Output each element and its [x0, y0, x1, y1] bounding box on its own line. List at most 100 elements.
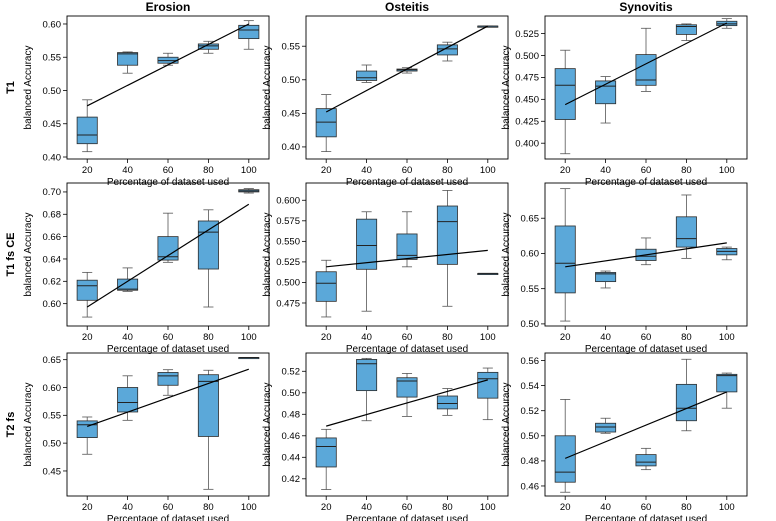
box-body: [76, 116, 98, 145]
y-tick-label: 0.40: [282, 142, 301, 153]
axes-frame: [305, 15, 509, 160]
y-axis-label: balanced Accuracy: [501, 46, 512, 130]
x-tick-label: 80: [681, 502, 692, 513]
y-tick-label: 0.52: [521, 406, 540, 417]
y-axis-label: balanced Accuracy: [262, 383, 273, 467]
box-40: [356, 211, 378, 312]
trend-line: [325, 25, 489, 113]
x-tick-label: 20: [321, 502, 332, 513]
x-tick-label: 80: [203, 502, 214, 513]
box-40: [117, 267, 139, 292]
box-20: [315, 259, 337, 318]
y-tick-label: 0.55: [282, 42, 301, 53]
y-tick-label: 0.60: [43, 383, 62, 394]
box-body: [117, 278, 139, 291]
x-tick-label: 100: [241, 332, 257, 343]
box-100: [238, 20, 260, 50]
x-axis-label: Percentage of dataset used: [585, 344, 707, 355]
y-tick-label: 0.42: [282, 474, 301, 485]
box-20: [76, 99, 98, 153]
x-tick-label: 80: [442, 502, 453, 513]
box-60: [635, 27, 657, 92]
box-80: [675, 23, 697, 41]
x-tick-label: 20: [82, 165, 93, 176]
box-body: [554, 225, 576, 294]
y-tick-label: 0.55: [521, 284, 540, 295]
trend-line: [86, 368, 250, 428]
x-tick-label: 80: [203, 165, 214, 176]
box-body: [315, 271, 337, 302]
x-tick-label: 80: [442, 332, 453, 343]
row-label: T1 fs CE: [5, 232, 17, 276]
panel-t1-fs-ce-synovitis: 0.50 0.55 0.60 0.65 20 40 60 80 100 Percentage of…: [501, 182, 748, 355]
y-tick-label: 0.46: [282, 431, 301, 442]
panel-t2-fs-synovitis: 0.46 0.48 0.50 0.52 0.54 0.56 20 40 60 80 100 Perce…: [501, 352, 748, 521]
y-tick-label: 0.50: [43, 86, 62, 97]
x-axis-label: Percentage of dataset used: [346, 177, 468, 188]
box-100: [477, 367, 499, 421]
y-tick-label: 0.525: [515, 29, 539, 40]
box-40: [595, 270, 617, 289]
y-tick-label: 0.60: [43, 19, 62, 30]
box-body: [315, 108, 337, 138]
y-tick-label: 0.52: [282, 367, 301, 378]
x-axis-label: Percentage of dataset used: [585, 514, 707, 521]
column-title: Erosion: [146, 0, 191, 14]
box-body: [675, 216, 697, 248]
x-tick-label: 100: [719, 502, 735, 513]
x-tick-label: 20: [82, 332, 93, 343]
box-80: [436, 189, 458, 307]
box-body: [635, 54, 657, 86]
x-tick-label: 60: [163, 332, 174, 343]
y-tick-label: 0.66: [43, 232, 62, 243]
y-tick-label: 0.64: [43, 254, 62, 265]
column-title: Osteitis: [385, 0, 429, 14]
box-body: [436, 395, 458, 410]
y-tick-label: 0.475: [515, 73, 539, 84]
box-80: [197, 369, 219, 490]
y-tick-label: 0.45: [43, 466, 62, 477]
y-tick-label: 0.55: [43, 411, 62, 422]
box-60: [396, 211, 418, 268]
box-body: [716, 373, 738, 393]
box-body: [436, 44, 458, 56]
y-axis-label: balanced Accuracy: [23, 213, 34, 297]
panel-t1-osteitis: 0.40 0.45 0.50 0.55 20 40 60 80 100 Percentage of…: [262, 15, 509, 188]
box-20: [554, 399, 576, 493]
y-tick-label: 0.45: [43, 119, 62, 130]
y-tick-label: 0.56: [521, 356, 540, 367]
trend-line: [564, 22, 728, 106]
panel-t1-synovitis: 0.400 0.425 0.450 0.475 0.500 0.525 20 40 60 80 10…: [501, 15, 748, 188]
box-40: [595, 76, 617, 124]
box-body: [197, 374, 219, 437]
box-60: [157, 212, 179, 263]
box-body: [675, 383, 697, 422]
x-tick-label: 40: [600, 502, 611, 513]
y-tick-label: 0.65: [521, 214, 540, 225]
box-80: [675, 358, 697, 432]
x-tick-label: 100: [241, 165, 257, 176]
box-body: [197, 220, 219, 270]
box-20: [315, 428, 337, 490]
panel-t2-fs-erosion: 0.45 0.50 0.55 0.60 0.65 20 40 60 80 100 Percentag…: [23, 352, 270, 521]
y-tick-label: 0.60: [43, 299, 62, 310]
x-tick-label: 40: [600, 165, 611, 176]
box-body: [315, 437, 337, 468]
y-tick-label: 0.500: [276, 278, 300, 289]
row-label: T2 fs: [5, 412, 17, 438]
box-body: [396, 233, 418, 260]
box-body: [554, 435, 576, 483]
box-80: [197, 40, 219, 54]
box-body: [356, 359, 378, 392]
box-body: [157, 236, 179, 261]
box-body: [356, 70, 378, 81]
x-tick-label: 60: [641, 165, 652, 176]
box-20: [76, 271, 98, 318]
box-60: [396, 373, 418, 417]
box-20: [76, 416, 98, 455]
y-tick-label: 0.50: [521, 431, 540, 442]
x-tick-label: 40: [122, 502, 133, 513]
x-tick-label: 20: [560, 165, 571, 176]
y-tick-label: 0.60: [521, 249, 540, 260]
x-axis-label: Percentage of dataset used: [107, 177, 229, 188]
